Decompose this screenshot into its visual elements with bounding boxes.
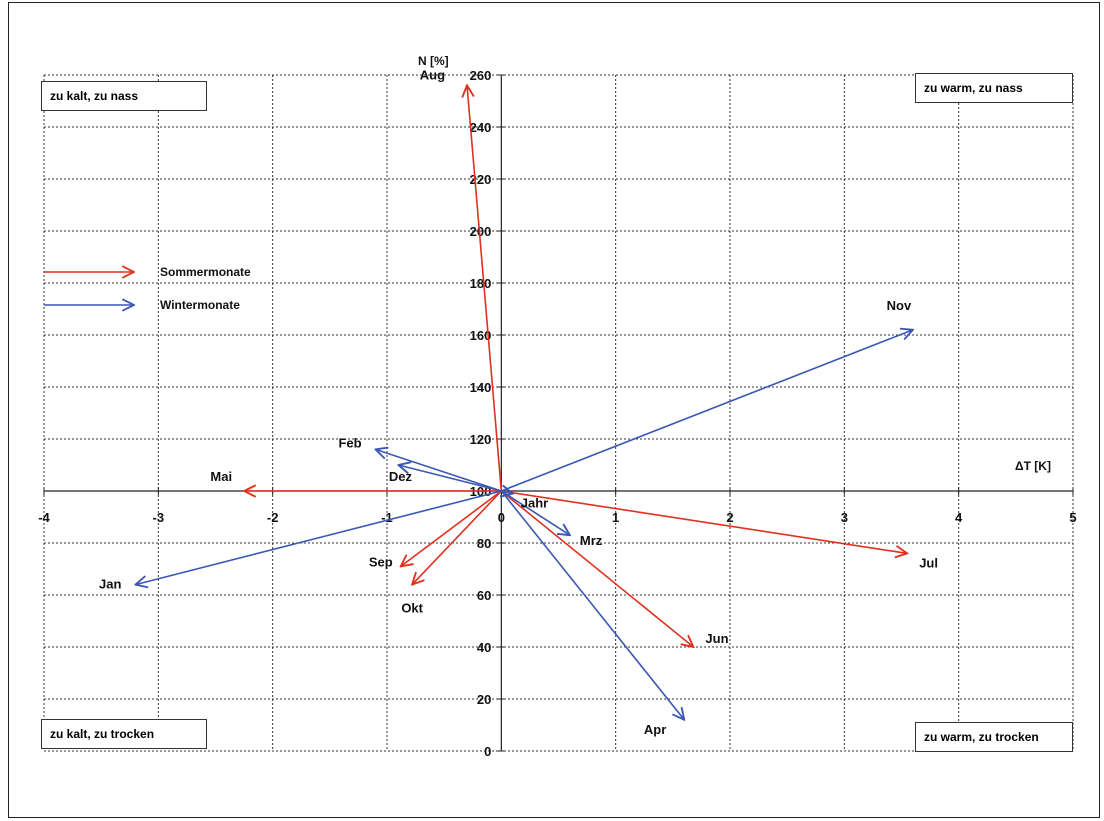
y-tick-label: 200: [470, 224, 492, 239]
vector-label-sep: Sep: [369, 554, 393, 569]
y-tick-label: 120: [470, 432, 492, 447]
x-tick-label: -2: [267, 510, 279, 525]
vector-sep: [401, 490, 502, 566]
vector-jahr: [501, 491, 512, 494]
grid: [43, 74, 1074, 752]
vector-label-jul: Jul: [919, 555, 938, 570]
vector-nov: [501, 330, 913, 492]
vector-label-dez: Dez: [389, 469, 413, 484]
vector-dez: [398, 465, 502, 492]
y-tick-label: 20: [477, 692, 491, 707]
vector-okt: [412, 490, 502, 585]
vectors: [135, 85, 912, 719]
vector-label-mrz: Mrz: [580, 533, 603, 548]
x-tick-label: 0: [498, 510, 505, 525]
vector-label-aug: Aug: [420, 67, 445, 82]
y-tick-label: 220: [470, 172, 492, 187]
x-tick-label: -4: [38, 510, 50, 525]
y-tick-label: 180: [470, 276, 492, 291]
legend-label: Wintermonate: [160, 298, 240, 312]
x-tick-label: 3: [841, 510, 848, 525]
vector-label-jun: Jun: [705, 631, 728, 646]
x-tick-label: 1: [612, 510, 619, 525]
vector-apr: [500, 490, 684, 720]
x-axis-label: ΔT [K]: [1015, 459, 1051, 473]
y-tick-label: 0: [484, 744, 491, 759]
vector-label-jahr: Jahr: [521, 496, 548, 511]
vector-mrz: [500, 490, 570, 535]
vector-label-apr: Apr: [644, 722, 666, 737]
tick-labels: -4 -3 -2 -1 0 1 2 3 4 502040608010012014016018020…: [38, 68, 1076, 759]
y-tick-label: 160: [470, 328, 492, 343]
legend: Sommermonate Wintermonate: [44, 265, 251, 312]
quadrant-label-top-right: zu warm, zu nass: [915, 73, 1073, 103]
vector-aug: [467, 85, 503, 492]
quadrant-label-top-left: zu kalt, zu nass: [41, 81, 207, 111]
vector-labels: Aug Mai Sep Okt Jun Jul Nov Feb Dez Jan Mrz Apr Jahr: [99, 67, 938, 736]
x-tick-label: -1: [381, 510, 393, 525]
vector-label-okt: Okt: [401, 601, 423, 616]
vector-jan: [135, 490, 502, 585]
x-tick-label: 2: [726, 510, 733, 525]
quadrant-label-bottom-left: zu kalt, zu trocken: [41, 719, 207, 749]
quadrant-label-bottom-right: zu warm, zu trocken: [915, 722, 1073, 752]
y-axis-label: N [%]: [418, 54, 449, 68]
y-tick-label: 140: [470, 380, 492, 395]
y-tick-label: 40: [477, 640, 491, 655]
chart-frame: [8, 2, 1100, 818]
vector-jul: [501, 490, 907, 553]
x-tick-label: 5: [1069, 510, 1076, 525]
vector-label-jan: Jan: [99, 577, 121, 592]
y-tick-label: 260: [470, 68, 492, 83]
vector-label-mai: Mai: [210, 469, 232, 484]
axes: [43, 74, 1074, 752]
vector-feb: [376, 449, 502, 492]
vector-jun: [500, 490, 693, 647]
x-tick-label: 4: [955, 510, 963, 525]
vector-label-nov: Nov: [887, 298, 912, 313]
y-tick-label: 240: [470, 120, 492, 135]
y-tick-label: 60: [477, 588, 491, 603]
y-tick-label: 80: [477, 536, 491, 551]
x-tick-label: -3: [153, 510, 165, 525]
vector-label-feb: Feb: [338, 435, 361, 450]
legend-label: Sommermonate: [160, 265, 251, 279]
